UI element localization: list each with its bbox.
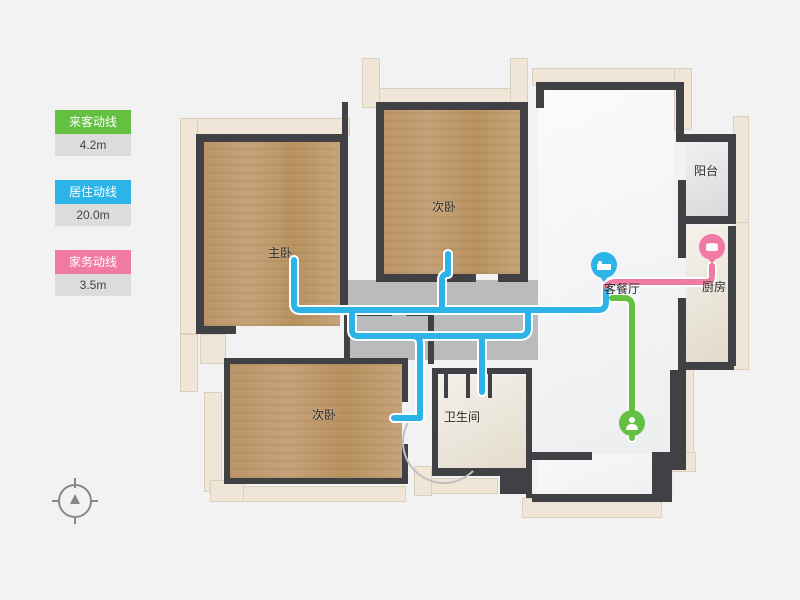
wall: [224, 358, 230, 484]
wall: [676, 134, 736, 142]
room-label-master: 主卧: [268, 244, 292, 261]
wall: [428, 310, 434, 364]
guest-pin: [619, 410, 645, 444]
room-balcony: [686, 142, 730, 218]
room-hall2: [350, 316, 430, 360]
legend-title-chores: 家务动线: [55, 250, 131, 274]
wall: [466, 374, 470, 398]
wall: [498, 274, 528, 282]
room-entry: [538, 454, 652, 496]
wall: [670, 370, 686, 470]
compass-icon: [58, 484, 92, 518]
wall: [196, 134, 204, 334]
wall: [196, 134, 348, 142]
outer-wall: [362, 58, 380, 108]
cook-pin: [699, 234, 725, 268]
wall: [678, 180, 686, 222]
wall: [224, 358, 408, 364]
wall: [500, 468, 528, 494]
wall: [536, 82, 684, 90]
outer-wall: [200, 334, 226, 364]
outer-wall: [180, 334, 198, 392]
room-label-kitchen: 厨房: [702, 278, 726, 295]
wall: [678, 298, 686, 368]
wall: [678, 224, 686, 258]
outer-wall: [236, 486, 406, 502]
wall: [728, 134, 736, 224]
legend: 来客动线 4.2m 居住动线 20.0m 家务动线 3.5m: [55, 110, 131, 320]
wall: [520, 102, 528, 282]
room-master: [204, 142, 340, 326]
wall: [676, 82, 684, 142]
wall: [344, 310, 350, 362]
wall: [678, 216, 734, 224]
legend-item-living: 居住动线 20.0m: [55, 180, 131, 226]
wall: [402, 358, 408, 402]
room-label-balcony: 阳台: [694, 162, 718, 179]
wall: [342, 102, 348, 142]
wall: [340, 134, 348, 314]
wall: [652, 452, 672, 502]
bed-pin: [591, 252, 617, 286]
legend-title-living: 居住动线: [55, 180, 131, 204]
wall: [444, 374, 448, 398]
wall: [678, 362, 734, 370]
room-label-bath: 卫生间: [444, 408, 480, 425]
legend-title-guest: 来客动线: [55, 110, 131, 134]
wall: [728, 226, 736, 366]
wall: [376, 102, 384, 282]
wall: [376, 274, 476, 282]
legend-value-chores: 3.5m: [55, 274, 131, 296]
room-label-second2: 次卧: [312, 406, 336, 423]
wall: [536, 82, 544, 108]
wall: [224, 478, 408, 484]
wall: [488, 374, 492, 398]
outer-wall: [510, 58, 528, 108]
wall: [376, 102, 528, 110]
floorplan: 主卧次卧客餐厅阳台厨房次卧卫生间: [180, 58, 750, 538]
wall: [196, 326, 236, 334]
wall: [348, 310, 392, 316]
legend-value-guest: 4.2m: [55, 134, 131, 156]
room-label-second1: 次卧: [432, 198, 456, 215]
wall: [532, 494, 660, 502]
outer-wall: [204, 392, 222, 492]
wall: [532, 452, 592, 460]
legend-value-living: 20.0m: [55, 204, 131, 226]
legend-item-guest: 来客动线 4.2m: [55, 110, 131, 156]
room-second1: [384, 110, 520, 274]
legend-item-chores: 家务动线 3.5m: [55, 250, 131, 296]
